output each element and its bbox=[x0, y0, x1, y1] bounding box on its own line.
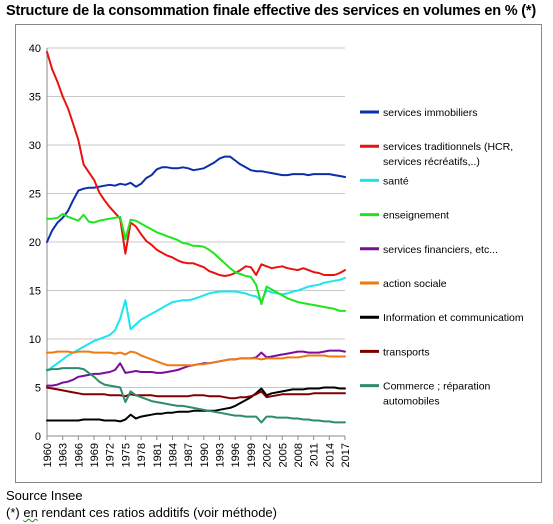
footnote-prefix: (*) bbox=[6, 505, 24, 520]
x-tick-label: 1972 bbox=[105, 443, 117, 467]
legend-label: services financiers, etc... bbox=[383, 244, 498, 256]
gridlines bbox=[47, 47, 345, 388]
x-tick-label: 1990 bbox=[199, 443, 211, 467]
x-tick-label: 2008 bbox=[293, 443, 305, 467]
series-line bbox=[46, 350, 346, 367]
legend-label: santé bbox=[383, 175, 409, 187]
source-note: Source Insee bbox=[6, 488, 83, 503]
y-tick-label: 5 bbox=[35, 383, 41, 395]
legend-label: Information et communicatiom bbox=[383, 312, 524, 324]
legend-label: action sociale bbox=[383, 278, 447, 290]
chart-frame bbox=[15, 24, 542, 483]
x-tick-label: 2005 bbox=[277, 443, 289, 467]
x-tick-label: 1966 bbox=[73, 443, 85, 467]
x-tick-label: 1963 bbox=[58, 443, 70, 467]
x-tick-labels: 1960 1963 1966 1969 1972 1975 1978 1981 1984 1987… bbox=[42, 443, 352, 467]
y-tick-label: 35 bbox=[29, 92, 41, 104]
series-line bbox=[46, 50, 346, 277]
x-tick-label: 2011 bbox=[309, 443, 321, 467]
x-tick-label: 1969 bbox=[89, 443, 101, 467]
x-tick-label: 2014 bbox=[324, 443, 336, 467]
x-tick-label: 1960 bbox=[42, 443, 54, 467]
legend-label: automobiles bbox=[383, 396, 440, 408]
legend-label: services immobiliers bbox=[383, 107, 478, 119]
x-tick-label: 1978 bbox=[136, 443, 148, 467]
x-tick-label: 1975 bbox=[120, 443, 132, 467]
series-line bbox=[46, 276, 346, 372]
y-tick-label: 25 bbox=[29, 189, 41, 201]
x-tick-label: 1996 bbox=[230, 443, 242, 467]
x-tick-label: 1984 bbox=[167, 443, 179, 467]
legend-label: Commerce ; réparation bbox=[383, 381, 491, 393]
x-tick-label: 1999 bbox=[246, 443, 258, 467]
y-tick-label: 20 bbox=[29, 237, 41, 249]
chart-title: Structure de la consommation finale effe… bbox=[6, 3, 536, 19]
y-tick-label: 40 bbox=[29, 43, 41, 55]
legend-label: services récréatifs,..) bbox=[383, 156, 480, 168]
y-tick-label: 10 bbox=[29, 334, 41, 346]
legend-label: services traditionnels (HCR, bbox=[383, 141, 513, 153]
series-line bbox=[46, 349, 346, 387]
footnote-spellcheck-word: en bbox=[23, 505, 38, 520]
x-tick-label: 1987 bbox=[183, 443, 195, 467]
legend-label: transports bbox=[383, 346, 430, 358]
axes bbox=[46, 48, 346, 440]
series-line bbox=[46, 155, 346, 243]
series-line bbox=[46, 212, 346, 312]
series-line bbox=[46, 386, 346, 400]
method-footnote: (*) en rendant ces ratios additifs (voir… bbox=[6, 505, 277, 520]
series-lines bbox=[46, 50, 346, 424]
x-tick-label: 1993 bbox=[215, 443, 227, 467]
series-line bbox=[46, 386, 346, 423]
footnote-text: rendant ces ratios additifs (voir méthod… bbox=[37, 505, 277, 520]
series-line bbox=[46, 367, 346, 424]
y-tick-label: 15 bbox=[29, 286, 41, 298]
x-tick-label: 2017 bbox=[340, 443, 352, 467]
y-tick-labels: 0 5 10 15 20 25 30 35 40 bbox=[29, 43, 41, 443]
x-tick-label: 2002 bbox=[262, 443, 274, 467]
legend: services immobiliers services traditionne… bbox=[360, 107, 524, 408]
legend-label: enseignement bbox=[383, 210, 449, 222]
y-tick-label: 30 bbox=[29, 140, 41, 152]
x-tick-label: 1981 bbox=[152, 443, 164, 467]
y-tick-label: 0 bbox=[35, 431, 41, 443]
